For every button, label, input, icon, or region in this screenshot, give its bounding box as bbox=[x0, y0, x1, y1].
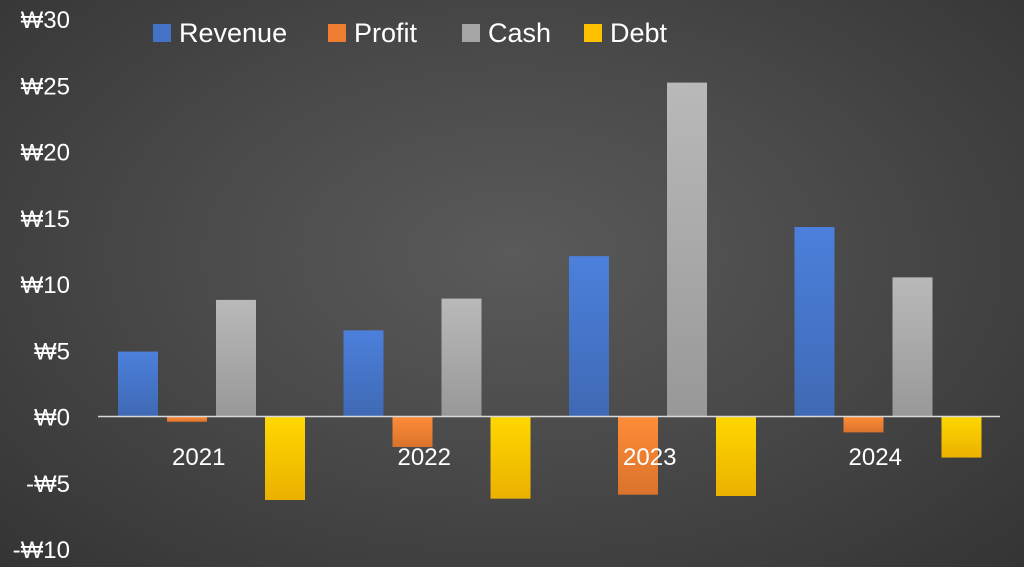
legend-item-revenue: Revenue bbox=[153, 18, 287, 48]
x-category-label: 2023 bbox=[623, 444, 676, 471]
bar-cash-2024 bbox=[892, 277, 933, 417]
bar-debt-2023 bbox=[716, 416, 756, 496]
bar-debt-2021 bbox=[265, 416, 305, 500]
bar-debt-2022 bbox=[490, 416, 531, 499]
bar-profit-2024 bbox=[843, 416, 884, 433]
y-axis: ₩30 ₩25 ₩20 ₩15 ₩10 ₩5 ₩0 -₩5 -₩10 bbox=[13, 7, 70, 564]
bar-revenue-2021 bbox=[118, 351, 158, 417]
y-tick-label: ₩30 bbox=[21, 7, 70, 34]
y-tick-label: ₩0 bbox=[34, 405, 70, 432]
legend-swatch bbox=[584, 24, 602, 42]
bar-cash-2023 bbox=[667, 82, 707, 417]
bar-revenue-2024 bbox=[794, 227, 835, 417]
legend-swatch bbox=[153, 24, 171, 42]
bar-cash-2021 bbox=[216, 299, 256, 417]
legend-swatch bbox=[462, 24, 480, 42]
bar-revenue-2022 bbox=[343, 330, 384, 417]
y-tick-label: ₩25 bbox=[21, 73, 70, 100]
y-tick-label: ₩5 bbox=[34, 338, 70, 365]
bar-profit-2021 bbox=[167, 416, 207, 422]
legend-item-cash: Cash bbox=[462, 18, 551, 48]
bar-revenue-2023 bbox=[569, 256, 609, 417]
x-category-label: 2021 bbox=[172, 444, 225, 471]
legend-swatch bbox=[328, 24, 346, 42]
x-category-label: 2022 bbox=[398, 444, 451, 471]
y-tick-label: ₩15 bbox=[21, 206, 70, 233]
y-tick-label: ₩10 bbox=[21, 272, 70, 299]
legend-label: Debt bbox=[610, 18, 668, 48]
legend: Revenue Profit Cash Debt bbox=[153, 18, 668, 48]
legend-item-profit: Profit bbox=[328, 18, 418, 48]
y-tick-label: -₩10 bbox=[13, 537, 70, 564]
bar-profit-2022 bbox=[392, 416, 433, 447]
legend-label: Profit bbox=[354, 18, 418, 48]
y-tick-label: ₩20 bbox=[21, 140, 70, 167]
x-category-label: 2024 bbox=[849, 444, 902, 471]
legend-item-debt: Debt bbox=[584, 18, 668, 48]
bar-profit-2023 bbox=[618, 416, 658, 495]
bars bbox=[118, 82, 982, 500]
bar-debt-2024 bbox=[941, 416, 982, 458]
bar-cash-2022 bbox=[441, 298, 482, 417]
legend-label: Revenue bbox=[179, 18, 287, 48]
y-tick-label: -₩5 bbox=[26, 471, 70, 498]
legend-label: Cash bbox=[488, 18, 551, 48]
x-axis: 2021 2022 2023 2024 bbox=[172, 444, 902, 471]
